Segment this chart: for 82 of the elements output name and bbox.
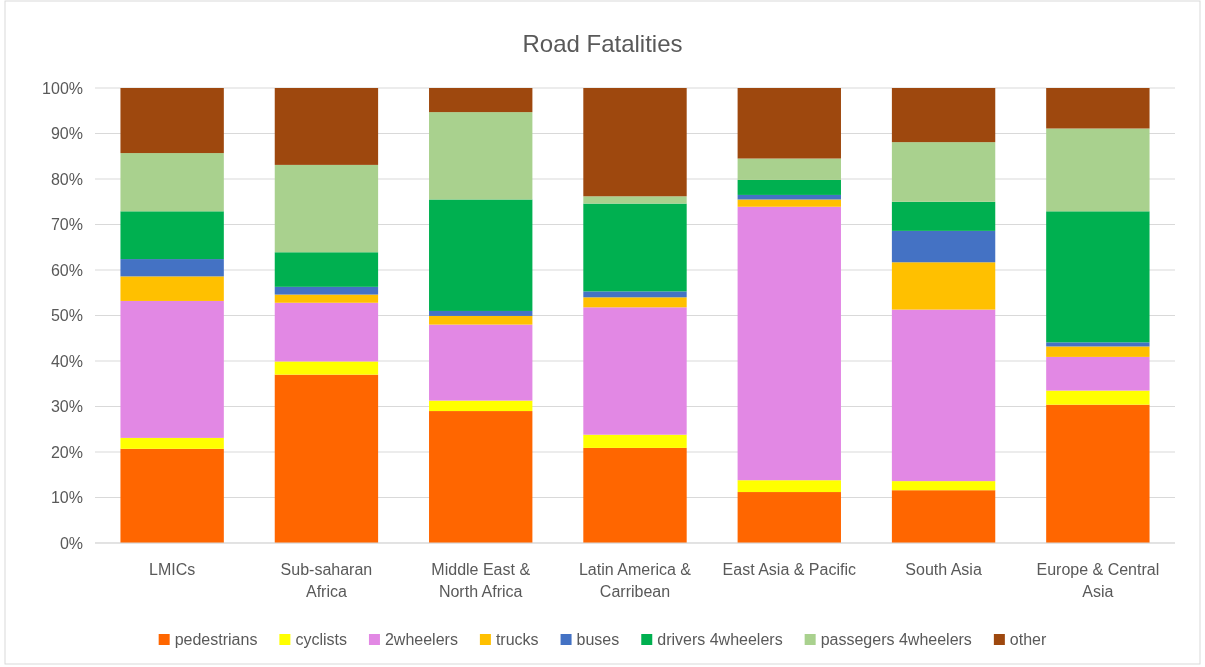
bar — [429, 324, 533, 401]
bar — [737, 88, 841, 159]
bar — [891, 201, 996, 231]
bar — [737, 480, 841, 493]
bar — [429, 411, 533, 543]
bar — [120, 211, 224, 260]
bar — [583, 203, 687, 292]
bar — [1046, 211, 1150, 343]
y-tick-label: 70% — [50, 216, 83, 234]
bar — [891, 490, 996, 543]
y-tick-label: 10% — [50, 489, 83, 507]
bar — [891, 309, 996, 482]
bar — [891, 481, 996, 491]
bar — [120, 276, 224, 301]
legend-label: buses — [576, 631, 620, 648]
bar — [274, 164, 379, 253]
legend-label: cyclists — [295, 631, 347, 648]
x-tick-label: Latin America & Carribean — [578, 561, 692, 600]
bar — [1046, 390, 1150, 405]
legend-label: drivers 4wheelers — [657, 631, 783, 648]
legend-label: trucks — [495, 631, 539, 648]
bar — [120, 300, 224, 438]
y-tick-label: 80% — [50, 170, 83, 188]
y-tick-label: 30% — [50, 398, 83, 416]
bar — [891, 262, 996, 310]
bar — [891, 88, 996, 143]
y-tick-label: 50% — [50, 307, 83, 325]
legend-label: pedestrians — [174, 631, 258, 648]
bar — [583, 307, 687, 435]
bar — [274, 361, 379, 375]
x-tick-label: Middle East & North Africa — [431, 561, 531, 600]
bar — [120, 259, 224, 277]
bar — [1046, 404, 1150, 543]
chart-title: Road Fatalities — [522, 30, 683, 57]
bar — [583, 196, 687, 204]
bar — [737, 158, 841, 180]
x-tick-label: LMICs — [149, 561, 196, 578]
bar — [429, 199, 533, 311]
bar — [274, 252, 379, 287]
legend-label: other — [1009, 631, 1047, 648]
bar — [429, 112, 533, 200]
y-tick-label: 20% — [50, 443, 83, 461]
y-tick-label: 100% — [42, 79, 83, 97]
bar — [737, 199, 841, 207]
bar — [1046, 88, 1150, 129]
y-tick-label: 60% — [50, 261, 83, 279]
bar — [891, 142, 996, 202]
bar — [737, 206, 841, 481]
bar — [120, 153, 224, 212]
bar — [274, 286, 379, 295]
y-tick-label: 40% — [50, 352, 83, 370]
bar — [1046, 128, 1150, 212]
x-tick-label: South Asia — [905, 561, 982, 578]
x-tick-label: East Asia & Pacific — [722, 561, 856, 578]
bar — [891, 230, 996, 263]
bar — [583, 297, 687, 308]
bar — [429, 88, 533, 113]
y-tick-label: 90% — [50, 125, 83, 143]
bar — [429, 315, 533, 325]
bar — [429, 310, 533, 316]
bar — [274, 374, 379, 543]
bar — [274, 88, 379, 165]
x-tick-label: Sub-saharan Africa — [280, 561, 373, 600]
bar — [1046, 356, 1150, 391]
bar — [274, 302, 379, 362]
bar — [737, 492, 841, 543]
bar — [274, 294, 379, 303]
bar — [1046, 346, 1150, 357]
bar — [583, 447, 687, 543]
bar — [429, 400, 533, 412]
bar — [583, 291, 687, 298]
bar — [737, 179, 841, 195]
bar — [1046, 342, 1150, 347]
x-tick-label: Europe & Central Asia — [1036, 561, 1160, 600]
bar — [120, 88, 224, 154]
bar — [120, 437, 224, 449]
bar — [120, 448, 224, 543]
bar — [583, 434, 687, 448]
legend-label: passegers 4wheelers — [820, 631, 972, 648]
bar — [583, 88, 687, 197]
y-tick-label: 0% — [59, 534, 83, 552]
legend-label: 2wheelers — [384, 631, 458, 648]
